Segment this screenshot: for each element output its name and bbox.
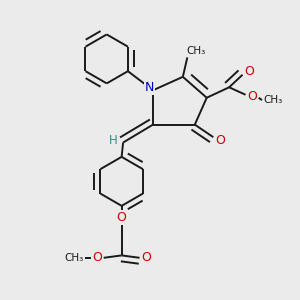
Text: O: O bbox=[117, 211, 127, 224]
Text: O: O bbox=[141, 251, 151, 264]
Text: O: O bbox=[244, 65, 254, 78]
Text: O: O bbox=[247, 90, 257, 103]
Text: CH₃: CH₃ bbox=[186, 46, 205, 56]
Text: H: H bbox=[109, 134, 118, 147]
Text: CH₃: CH₃ bbox=[264, 95, 283, 105]
Text: N: N bbox=[145, 81, 154, 94]
Text: CH₃: CH₃ bbox=[64, 253, 83, 263]
Text: O: O bbox=[215, 134, 225, 147]
Text: O: O bbox=[92, 251, 102, 264]
